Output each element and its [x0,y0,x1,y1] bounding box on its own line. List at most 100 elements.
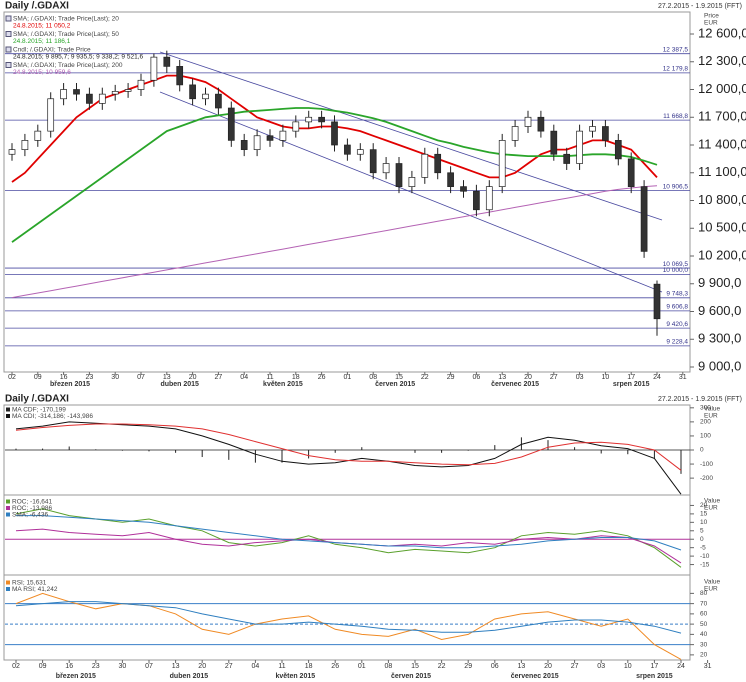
candle-body [563,153,571,164]
level-label: 10 000,0 [663,267,689,274]
x-tick-label: 06 [491,663,499,670]
x-tick-label: 29 [464,663,472,670]
y-tick-label: 12 600,0 [698,25,746,40]
candle-body [460,186,467,192]
x-tick-label: 30 [111,374,119,381]
y-tick-label: 200 [700,419,711,426]
legend-entry: ROC; -13,986 [12,505,52,512]
candle-body [292,121,300,132]
candle-body [395,163,403,187]
x-tick-label: 13 [518,663,526,670]
legend-entry: RSI; 15,631 [12,580,47,587]
x-tick-label: 23 [86,374,94,381]
x-tick-label: 01 [344,374,352,381]
candle-body [485,186,493,211]
x-tick-label: 26 [318,374,326,381]
candle-body [202,93,209,100]
y-tick-label: 20 [700,652,708,659]
level-label: 11 668,8 [663,113,688,120]
level-label: 10 906,5 [663,183,689,190]
candle-body [253,135,261,150]
candle-body [137,79,145,90]
candle-body [434,153,442,174]
y-tick-label: -5 [700,544,706,551]
y-tick-label: 80 [700,590,708,597]
candle-body [318,116,325,123]
y-axis-label: EUR [704,586,718,593]
candle-body [344,144,351,155]
y-tick-label: 100 [700,433,711,440]
x-tick-label: 09 [39,663,47,670]
legend-entry: MA CDF; -170,199 [12,407,66,414]
legend-value: 24.8.2015; 9 895,7; 9 935,5; 9 338,2; 9 … [13,54,143,61]
x-tick-label: 07 [137,374,145,381]
legend-name: Cndl; /.GDAXI; Trade Price [13,47,91,54]
y-tick-label: 11 400,0 [698,136,746,151]
y-axis-label: EUR [704,505,718,512]
candle-body [266,135,274,141]
candle-body [73,89,80,95]
level-label: 12 387,5 [663,46,689,53]
y-tick-label: -200 [700,475,713,482]
x-tick-label: 22 [421,374,429,381]
title: Daily /.GDAXI [5,394,69,405]
month-label: červen 2015 [375,381,415,388]
y-axis-label: Value [704,579,721,586]
y-tick-label: 9 600,0 [698,303,741,318]
y-tick-label: 60 [700,611,708,618]
legend-name: SMA; /.GDAXI; Trade Price(Last); 50 [13,31,119,38]
y-tick-label: 0 [700,447,704,454]
x-tick-label: 08 [385,663,393,670]
x-tick-label: 27 [550,374,558,381]
y-tick-label: 10 800,0 [698,192,746,207]
month-label: červen 2015 [391,673,431,680]
candle-body [524,116,532,127]
candle-body [473,190,480,211]
legend-icon [6,580,10,585]
x-tick-label: 04 [252,663,260,670]
y-tick-label: 0 [700,536,704,543]
candle-body [550,130,558,155]
candle-body [8,149,16,155]
y-tick-label: 12 300,0 [698,53,746,68]
month-label: březen 2015 [56,673,96,680]
level-label: 12 179,8 [663,66,689,73]
date-range: 27.2.2015 - 1.9.2015 (FFT) [658,396,742,403]
level-label: 9 606,8 [666,304,688,311]
indicator-line [15,601,682,634]
x-tick-label: 20 [198,663,206,670]
y-tick-label: 12 000,0 [698,81,746,96]
legend-entry: MA CDI; -314,186; -143,986 [12,413,93,420]
x-tick-label: 02 [8,374,16,381]
level-label: 9 228,4 [666,339,688,346]
y-tick-label: 40 [700,631,708,638]
y-tick-label: 9 300,0 [698,331,741,346]
y-tick-label: 70 [700,600,708,607]
x-tick-label: 11 [266,374,273,381]
candle-body [176,66,184,86]
candle-body [124,89,132,92]
x-tick-label: 31 [679,374,687,381]
candle-body [627,158,635,187]
candle-body [653,283,661,320]
x-tick-label: 10 [624,663,632,670]
candle-body [614,140,622,160]
legend-icon [6,587,10,591]
date-range: 27.2.2015 - 1.9.2015 (FFT) [658,3,742,10]
candle-body [576,130,583,164]
candle-body [189,84,196,100]
candle-body [589,126,596,132]
legend-entry: ROC; -16,641 [12,499,52,506]
legend-icon [6,407,10,412]
y-tick-label: 5 [700,527,704,534]
title: Daily /.GDAXI [5,1,69,12]
y-tick-label: 10 500,0 [698,220,746,235]
x-tick-label: 03 [576,374,584,381]
macd-line [15,423,682,471]
x-tick-label: 29 [447,374,455,381]
y-tick-label: 11 100,0 [698,164,746,179]
x-tick-label: 08 [369,374,377,381]
x-tick-label: 20 [524,374,532,381]
y-axis-label: EUR [704,413,718,420]
